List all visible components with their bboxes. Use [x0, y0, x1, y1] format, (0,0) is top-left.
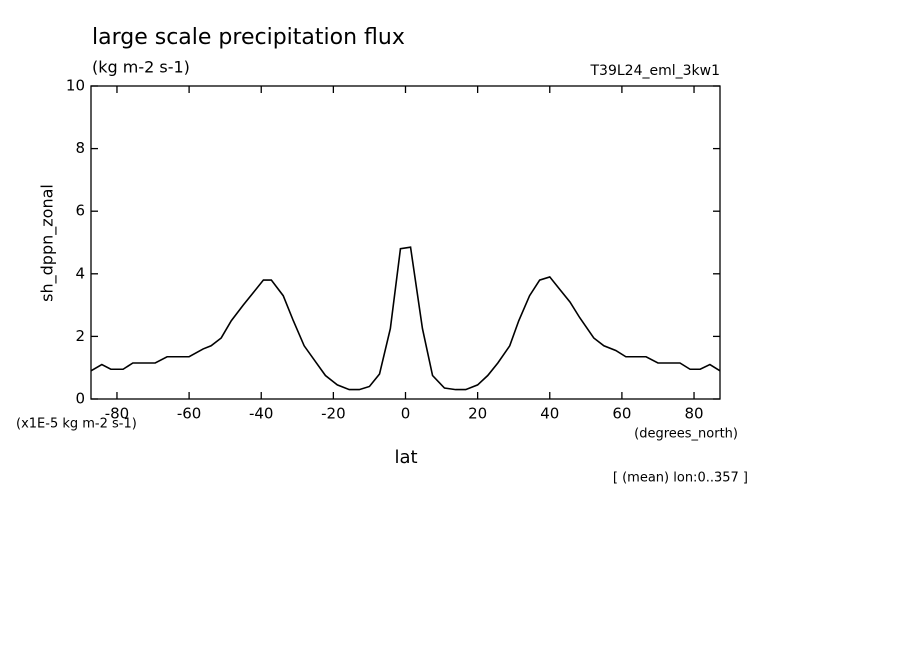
y-tick-label: 10 [66, 77, 85, 95]
y-axis-label: sh_dppn_zonal [38, 184, 58, 302]
x-tick-label: -20 [321, 405, 346, 423]
x-tick-label: 20 [468, 405, 487, 423]
y-scale-note: (x1E-5 kg m-2 s-1) [16, 417, 137, 432]
y-tick-label: 0 [75, 390, 85, 408]
x-tick-label: -60 [177, 405, 202, 423]
y-tick-label: 8 [75, 139, 85, 157]
footnote: [ (mean) lon:0..357 ] [613, 471, 748, 486]
x-tick-label: -40 [249, 405, 274, 423]
y-tick-label: 2 [75, 327, 85, 345]
chart-title: large scale precipitation flux [92, 25, 405, 50]
x-tick-label: 60 [612, 405, 631, 423]
y-tick-label: 6 [75, 202, 85, 220]
run-label: T39L24_eml_3kw1 [590, 63, 721, 79]
y-tick-label: 4 [75, 264, 85, 282]
x-tick-label: 80 [684, 405, 703, 423]
x-tick-label: 40 [540, 405, 559, 423]
x-units: (degrees_north) [634, 427, 738, 442]
x-axis-label: lat [394, 447, 417, 468]
data-line [90, 246, 721, 391]
chart-subtitle: (kg m-2 s-1) [92, 58, 190, 77]
plot-frame [90, 85, 721, 400]
x-tick-label: -80 [105, 405, 130, 423]
x-tick-label: 0 [401, 405, 411, 423]
